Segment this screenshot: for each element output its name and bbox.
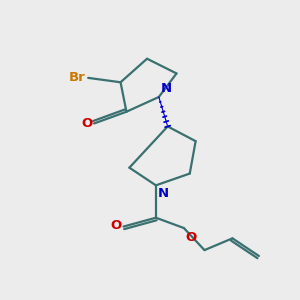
Text: O: O [185, 231, 197, 244]
Text: O: O [81, 117, 93, 130]
Text: N: N [161, 82, 172, 94]
Text: N: N [158, 187, 169, 200]
Text: O: O [111, 220, 122, 232]
Text: Br: Br [69, 71, 86, 84]
